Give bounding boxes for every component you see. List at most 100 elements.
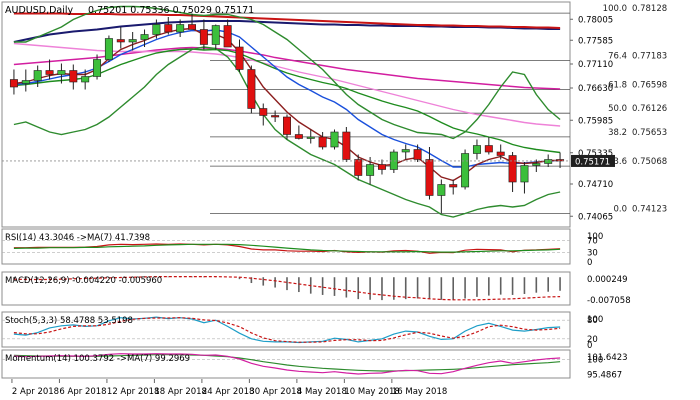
moving-average-line [13,12,561,29]
candle-body [247,69,256,109]
indicator-axis-label: 95.4867 [587,370,622,380]
date-tick-label: 12 Apr 2018 [107,387,160,397]
date-tick-label: 6 Apr 2018 [59,387,106,397]
fib-percent-label: 0.0 [613,204,627,214]
candle-body [437,184,446,196]
indicator-frame [1,311,571,348]
fib-price-label: 0.74123 [632,204,667,214]
date-tick-label: 16 May 2018 [392,387,447,397]
candle-body [366,164,375,176]
indicator-axis-label: 0.000249 [587,275,628,285]
candle-body [413,149,422,160]
candle-body [116,39,125,43]
indicator-line [13,353,561,375]
ohlc-label: 0.75201 0.75336 0.75029 0.75171 [88,5,254,16]
candle-body [484,145,493,153]
candle-body [9,79,18,88]
candle-body [449,184,458,188]
candle-body [235,46,244,70]
fib-price-label: 0.75068 [632,157,667,167]
candle-body [496,151,505,156]
date-tick-label: 30 Apr 2018 [249,387,302,397]
fib-price-label: 0.76598 [632,81,667,91]
fib-percent-label: 38.2 [608,128,627,138]
indicator-line [13,243,561,253]
date-tick-label: 4 May 2018 [297,387,347,397]
indicator-axis-label: -0.007058 [587,296,631,306]
indicator-line [13,316,561,344]
date-tick-label: 10 May 2018 [344,387,399,397]
indicator-line [13,317,561,343]
fib-percent-label: 50.0 [608,104,627,114]
indicator-line [13,243,561,254]
candle-body [81,76,90,83]
date-tick-label: 24 Apr 2018 [202,387,255,397]
moving-average-line [13,27,561,182]
candle-body [188,24,197,30]
price-tick-label: 0.74710 [578,180,613,190]
fib-percent-label: 61.8 [608,81,627,91]
indicator-label: MACD(12,26,9) -0.004220 -0.005960 [5,276,162,286]
fib-percent-label: 100.0 [603,4,627,14]
candle-body [57,70,66,75]
candle-body [104,38,113,60]
indicator-panels: RSI(14) 43.3046 ->MA(7) 41.7398 10070300M… [1,228,631,380]
indicator-panel-macd: MACD(12,26,9) -0.004220 -0.005960 0.00024… [1,271,631,306]
price-tick-label: 0.75985 [578,116,613,126]
candle-body [306,136,315,139]
indicator-line [13,276,561,301]
moving-average-line [13,29,561,168]
candle-body [152,24,161,35]
current-price-label: 0.75171 [575,157,610,167]
moving-average-line [13,46,561,90]
candle-body [223,25,232,48]
candle-body [21,80,30,84]
indicator-panel-momentum: Momentum(14) 100.3792 ->MA(7) 99.2969 101… [1,349,628,380]
candle-body [318,136,327,148]
candle-body [294,134,303,139]
fib-percent-label: 23.6 [608,157,627,167]
indicator-axis-label: 30 [587,249,598,259]
price-tick-label: 0.77585 [578,36,613,46]
candlesticks [9,13,565,214]
candle-body [140,34,149,40]
date-tick-label: 2 Apr 2018 [12,387,59,397]
price-tick-label: 0.76630 [578,84,613,94]
fib-price-label: 0.75653 [632,128,667,138]
fibonacci-levels: 100.0 0.78128 76.4 0.77183 61.8 0.76598 50.0 0.… [210,4,667,214]
candle-body [472,145,481,154]
price-tick-label: 0.75335 [578,149,613,159]
candle-body [342,131,351,160]
indicator-axis-label: 0 [587,258,592,268]
candle-body [271,115,280,118]
moving-average-line [13,48,561,154]
candle-body [45,70,54,75]
candle-body [283,116,291,135]
indicator-axis-label: 80 [587,316,598,326]
candle-body [544,159,553,164]
candle-body [425,159,434,196]
fib-price-label: 0.77183 [632,51,667,61]
indicator-axis-label: 0 [587,341,592,351]
indicator-axis-label: 100 [587,315,603,325]
indicator-line [13,354,561,372]
candle-body [199,29,208,45]
candle-body [377,164,386,170]
indicator-label: RSI(14) 43.3046 ->MA(7) 41.7398 [5,233,150,243]
indicator-label: Stoch(5,3,3) 58.4788 53.5198 [5,316,133,326]
current-price-box [571,154,615,167]
indicator-axis-label: 100 [587,355,603,365]
price-tick-label: 0.78005 [578,15,613,25]
date-tick-label: 18 Apr 2018 [154,387,207,397]
candle-body [93,59,102,77]
symbol-label: AUDUSD,Daily [5,5,74,16]
price-tick-label: 0.74065 [578,212,613,222]
indicator-frame [1,349,571,379]
candle-body [69,70,78,83]
candle-body [128,39,137,43]
indicator-axis-label: 101.6423 [587,353,628,363]
price-axis: 0.78005 0.77585 0.77110 0.76630 0.75985 0.753… [2,15,615,222]
